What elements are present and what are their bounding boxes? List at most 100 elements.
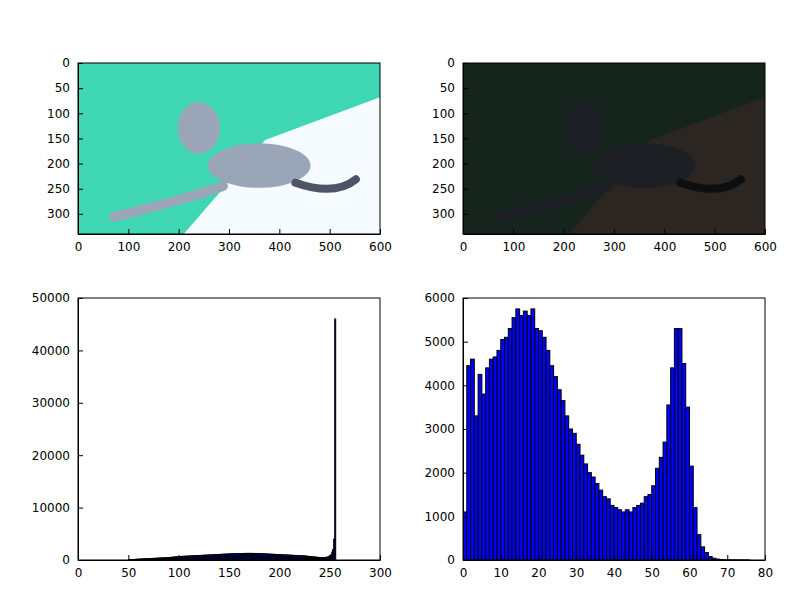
y-tick: 0	[447, 56, 468, 70]
y-tick-label: 10000	[32, 501, 70, 515]
x-axis: 01020304050607080	[460, 555, 773, 580]
image-cat-tail	[680, 179, 740, 189]
y-tick-mark	[463, 298, 468, 299]
x-tick-label: 150	[218, 566, 241, 580]
x-tick-label: 0	[75, 240, 83, 254]
y-tick: 200	[47, 157, 83, 171]
x-tick: 200	[168, 229, 191, 254]
x-tick-label: 30	[569, 566, 584, 580]
histogram-bar	[648, 495, 652, 561]
x-tick-mark	[279, 555, 280, 560]
x-tick-mark	[576, 555, 577, 560]
x-tick-label: 200	[268, 566, 291, 580]
y-tick: 50	[55, 81, 83, 95]
y-axis: 01000020000300004000050000	[32, 291, 83, 567]
histogram-bar	[474, 416, 478, 560]
x-tick: 200	[553, 229, 576, 254]
x-tick: 10	[494, 555, 509, 580]
y-tick-mark	[463, 214, 468, 215]
histogram-bar	[508, 329, 512, 560]
y-tick-mark	[463, 63, 468, 64]
x-tick-label: 50	[121, 566, 136, 580]
histogram-bar	[663, 442, 667, 560]
histogram-bar	[633, 508, 637, 560]
x-axis: 0100200300400500600	[460, 229, 777, 254]
y-tick-mark	[78, 164, 83, 165]
histogram-bar	[622, 512, 626, 560]
histogram-bar	[467, 366, 471, 560]
y-tick: 200	[432, 157, 468, 171]
histogram-bar	[565, 416, 569, 560]
x-tick-mark	[664, 229, 665, 234]
histogram-bar	[542, 337, 546, 560]
x-tick-mark	[765, 229, 766, 234]
y-tick-label: 0	[447, 553, 455, 567]
y-tick-mark	[463, 473, 468, 474]
histogram-bar	[527, 315, 531, 560]
y-tick-label: 0	[62, 553, 70, 567]
y-tick-mark	[78, 214, 83, 215]
y-tick-mark	[78, 63, 83, 64]
y-tick: 2000	[424, 466, 468, 480]
y-tick: 4000	[424, 379, 468, 393]
x-tick: 300	[603, 229, 626, 254]
x-tick-label: 400	[268, 240, 291, 254]
x-tick-mark	[727, 555, 728, 560]
x-tick-label: 40	[607, 566, 622, 580]
plot-area	[128, 319, 335, 560]
x-tick-label: 50	[645, 566, 660, 580]
y-tick: 6000	[424, 291, 468, 305]
plot-area	[463, 63, 765, 234]
y-tick-label: 30000	[32, 396, 70, 410]
y-axis-line	[78, 64, 79, 235]
histogram-bar	[531, 309, 535, 560]
y-tick-label: 200	[432, 157, 455, 171]
histogram-bar	[595, 484, 599, 560]
image-cat-head	[563, 102, 605, 153]
histogram-bar	[697, 535, 701, 560]
histogram-bar	[550, 366, 554, 560]
histogram-bar	[629, 512, 633, 560]
y-tick-label: 100	[432, 107, 455, 121]
x-tick-mark	[179, 555, 180, 560]
histogram-bar	[520, 315, 524, 560]
x-tick-label: 500	[704, 240, 727, 254]
histogram-bar	[674, 329, 678, 560]
x-axis-line	[79, 234, 381, 235]
image-grass	[463, 63, 765, 234]
x-tick-label: 70	[720, 566, 735, 580]
histogram-bar	[708, 557, 712, 560]
y-tick-mark	[78, 298, 83, 299]
x-tick-label: 10	[494, 566, 509, 580]
y-tick: 250	[432, 182, 468, 196]
x-tick: 70	[720, 555, 735, 580]
y-tick-label: 50000	[32, 291, 70, 305]
y-tick-mark	[78, 113, 83, 114]
x-tick: 20	[531, 555, 546, 580]
x-tick: 30	[569, 555, 584, 580]
axes: 0102030405060708001000200030004000500060…	[424, 291, 773, 579]
histogram-bar	[584, 464, 588, 560]
histogram-bar	[482, 394, 486, 560]
y-tick-mark	[463, 189, 468, 190]
y-tick: 0	[62, 553, 83, 567]
x-tick-label: 100	[168, 566, 191, 580]
histogram-bar	[682, 364, 686, 561]
x-tick-label: 200	[168, 240, 191, 254]
x-tick-mark	[179, 229, 180, 234]
x-tick: 150	[218, 555, 241, 580]
y-tick-label: 50	[55, 81, 70, 95]
image-ground	[78, 63, 380, 234]
x-tick: 500	[704, 229, 727, 254]
x-tick-mark	[539, 555, 540, 560]
y-tick-label: 300	[432, 207, 455, 221]
x-tick-mark	[128, 229, 129, 234]
y-tick: 100	[47, 107, 83, 121]
histogram-bar	[501, 339, 505, 560]
plot-area	[463, 309, 750, 560]
x-tick-label: 100	[117, 240, 140, 254]
x-tick: 400	[268, 229, 291, 254]
y-tick-label: 2000	[424, 466, 455, 480]
x-tick: 50	[645, 555, 660, 580]
histogram-bar	[625, 510, 629, 560]
